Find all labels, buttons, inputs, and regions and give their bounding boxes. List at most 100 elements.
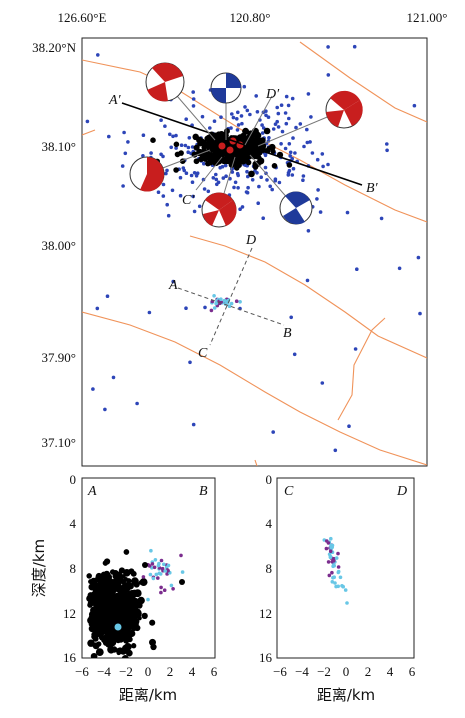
black-event — [216, 148, 222, 154]
section-cluster-event — [332, 563, 337, 568]
section-black-event — [101, 626, 106, 632]
blue-event — [298, 122, 303, 126]
section-black-event — [93, 632, 100, 639]
section-cluster-event — [114, 623, 122, 631]
blue-event — [235, 171, 240, 176]
blue-event — [283, 111, 288, 115]
label-b: B — [283, 326, 292, 341]
blue-event — [245, 169, 249, 174]
blue-event — [111, 375, 116, 380]
black-event — [263, 127, 271, 135]
blue-event — [218, 165, 222, 170]
focal-mechanism-1 — [145, 62, 185, 102]
profile-lines-lower — [177, 247, 285, 346]
section-cluster-event — [153, 558, 158, 562]
section-cluster-event — [331, 575, 335, 580]
section-black-event — [115, 637, 122, 644]
blue-event — [96, 53, 100, 57]
epicenter-map: A′ B′ C′ D′ A B C D — [47, 37, 428, 467]
blue-event — [171, 134, 175, 139]
black-event — [235, 161, 241, 168]
focal-mechanism-3 — [325, 90, 363, 129]
black-event — [252, 164, 259, 170]
section-cluster-event — [166, 563, 171, 568]
cross-section-a-b: A B — [81, 477, 216, 659]
right-x-tick-m4: −4 — [295, 664, 309, 679]
blue-event — [290, 156, 295, 161]
blue-event — [239, 114, 244, 118]
section-black-event — [129, 595, 136, 602]
section-black-event — [137, 615, 142, 621]
section-cluster-event — [324, 546, 329, 551]
cross-section-a-b-events — [86, 548, 185, 658]
lower-cluster-event — [219, 297, 223, 302]
lower-cluster-event — [212, 294, 216, 298]
label-d-prime: D′ — [265, 87, 280, 102]
left-x-tick-0: 0 — [145, 664, 152, 679]
section-black-event — [100, 636, 106, 642]
blue-event — [290, 96, 295, 101]
blue-event — [284, 121, 289, 126]
section-black-event — [114, 599, 121, 606]
blue-event — [202, 187, 207, 191]
black-event — [245, 159, 252, 166]
label-d: D — [245, 233, 256, 248]
blue-event — [293, 151, 297, 155]
blue-event — [163, 124, 167, 128]
black-event — [193, 144, 200, 151]
black-event — [205, 160, 211, 167]
black-event — [244, 151, 253, 159]
cross-section-c-d: C D — [276, 477, 415, 659]
section-black-event — [87, 639, 95, 647]
blue-event — [305, 278, 310, 283]
blue-event — [277, 180, 282, 185]
section-black-event — [122, 623, 130, 632]
blue-event — [276, 111, 281, 116]
blue-event — [305, 127, 309, 132]
section-black-event — [123, 633, 132, 642]
section-black-event — [120, 579, 127, 585]
section-cluster-event — [336, 551, 340, 556]
section-cluster-event — [327, 573, 332, 578]
blue-event — [47, 183, 51, 187]
blue-event — [315, 197, 319, 201]
blue-event — [166, 213, 171, 218]
blue-event — [254, 94, 258, 98]
right-x-tick-4: 4 — [387, 664, 394, 679]
section-cluster-event — [159, 558, 164, 563]
right-xlabel: 距离/km — [317, 686, 375, 704]
blue-event — [279, 103, 284, 107]
black-event — [270, 148, 276, 155]
right-y-tick-12: 12 — [259, 606, 272, 621]
blue-event — [315, 157, 320, 162]
section-black-event — [95, 601, 101, 608]
blue-event — [232, 185, 236, 190]
blue-event — [250, 178, 255, 182]
blue-event — [273, 178, 278, 183]
blue-event — [235, 128, 240, 132]
section-black-event — [121, 574, 126, 579]
blue-event — [188, 360, 192, 365]
blue-event — [192, 209, 197, 214]
section-black-event — [92, 581, 99, 588]
blue-event — [122, 130, 126, 135]
black-event — [218, 154, 224, 159]
section-cluster-event — [328, 554, 333, 559]
section-black-event — [141, 612, 148, 620]
section-cluster-event — [166, 568, 170, 573]
section-black-event — [124, 643, 132, 651]
blue-event — [230, 170, 235, 174]
blue-event — [242, 84, 247, 89]
right-y-tick-4: 4 — [266, 516, 273, 531]
section-black-event — [135, 592, 141, 597]
blue-event — [259, 175, 264, 179]
section-black-event — [93, 615, 100, 622]
label-a: A — [168, 278, 178, 293]
blue-event — [223, 163, 228, 168]
section-cluster-event — [152, 565, 157, 570]
blue-event — [236, 110, 240, 115]
blue-event — [412, 103, 417, 108]
black-event — [150, 137, 156, 143]
blue-event — [261, 216, 266, 220]
blue-event — [184, 306, 188, 311]
